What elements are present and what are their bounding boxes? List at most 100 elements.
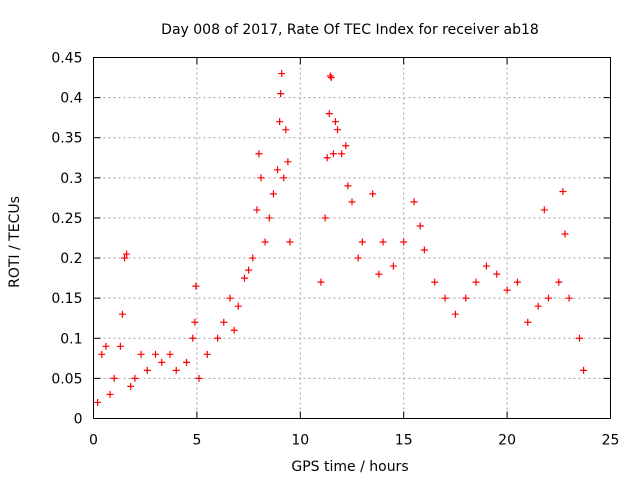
data-point [342, 142, 350, 150]
x-tick-label: 10 [291, 433, 309, 449]
data-point [580, 366, 588, 374]
data-point [116, 342, 124, 350]
data-point [493, 270, 501, 278]
y-tick-label: 0.2 [60, 251, 82, 267]
x-tick-label: 5 [192, 433, 201, 449]
y-tick-label: 0.35 [51, 131, 82, 147]
data-point [240, 274, 248, 282]
chart-title: Day 008 of 2017, Rate Of TEC Index for r… [161, 22, 539, 38]
data-point [121, 254, 129, 262]
y-tick-label: 0.4 [60, 91, 82, 107]
data-point [441, 294, 449, 302]
x-tick-label: 25 [602, 433, 620, 449]
data-point [482, 262, 490, 270]
data-point [226, 294, 234, 302]
data-point [257, 174, 265, 182]
data-point [354, 254, 362, 262]
y-tick-label: 0.45 [51, 51, 82, 67]
data-point [400, 238, 408, 246]
data-point [561, 230, 569, 238]
data-point [278, 70, 286, 78]
data-point [118, 310, 126, 318]
data-point [183, 358, 191, 366]
data-point [127, 382, 135, 390]
y-tick-label: 0.1 [60, 331, 82, 347]
data-point [265, 214, 273, 222]
data-point [106, 390, 114, 398]
plot-frame [93, 57, 611, 419]
data-point [276, 118, 284, 126]
data-point [102, 342, 110, 350]
data-point [389, 262, 397, 270]
data-point [131, 374, 139, 382]
grid-lines [93, 57, 611, 419]
data-point [234, 302, 242, 310]
data-point [334, 126, 342, 134]
data-point [534, 302, 542, 310]
data-point [269, 190, 277, 198]
data-point [195, 374, 203, 382]
data-points [94, 70, 588, 406]
data-point [369, 190, 377, 198]
data-point [431, 278, 439, 286]
data-point [123, 250, 131, 258]
data-point [203, 350, 211, 358]
data-point [559, 187, 567, 195]
data-point [358, 238, 366, 246]
data-point [152, 350, 160, 358]
data-point [323, 154, 331, 162]
data-point [280, 174, 288, 182]
data-point [379, 238, 387, 246]
data-point [253, 206, 261, 214]
data-point [544, 294, 552, 302]
y-tick-label: 0.25 [51, 211, 82, 227]
data-point [286, 238, 294, 246]
data-point [416, 222, 424, 230]
data-point [524, 318, 532, 326]
x-tick-label: 15 [395, 433, 413, 449]
data-point [274, 166, 282, 174]
data-point [282, 126, 290, 134]
data-point [410, 198, 418, 206]
data-point [540, 206, 548, 214]
data-point [230, 326, 238, 334]
data-point [344, 182, 352, 190]
data-point [110, 374, 118, 382]
data-point [555, 278, 563, 286]
data-point [375, 270, 383, 278]
data-point [249, 254, 257, 262]
data-point [261, 238, 269, 246]
data-point [338, 150, 346, 158]
y-axis-label: ROTI / TECUs [7, 196, 23, 288]
data-point [94, 398, 102, 406]
data-point [513, 278, 521, 286]
data-point [255, 150, 263, 158]
data-point [331, 118, 339, 126]
data-point [317, 278, 325, 286]
y-tick-label: 0.3 [60, 171, 82, 187]
data-point [172, 366, 180, 374]
y-tick-label: 0.05 [51, 371, 82, 387]
x-tick-label: 20 [498, 433, 516, 449]
data-point [158, 358, 166, 366]
data-point [245, 266, 253, 274]
x-axis-label: GPS time / hours [291, 459, 408, 475]
data-point [472, 278, 480, 286]
data-point [321, 214, 329, 222]
data-point [166, 350, 174, 358]
data-point [420, 246, 428, 254]
y-tick-label: 0 [74, 412, 83, 428]
data-point [137, 350, 145, 358]
data-point [575, 334, 583, 342]
data-point [143, 366, 151, 374]
data-point [327, 74, 335, 82]
data-point [98, 350, 106, 358]
data-point [451, 310, 459, 318]
data-point [284, 158, 292, 166]
data-point [214, 334, 222, 342]
data-point [189, 334, 197, 342]
data-point [348, 198, 356, 206]
data-point [325, 110, 333, 118]
data-point [329, 150, 337, 158]
